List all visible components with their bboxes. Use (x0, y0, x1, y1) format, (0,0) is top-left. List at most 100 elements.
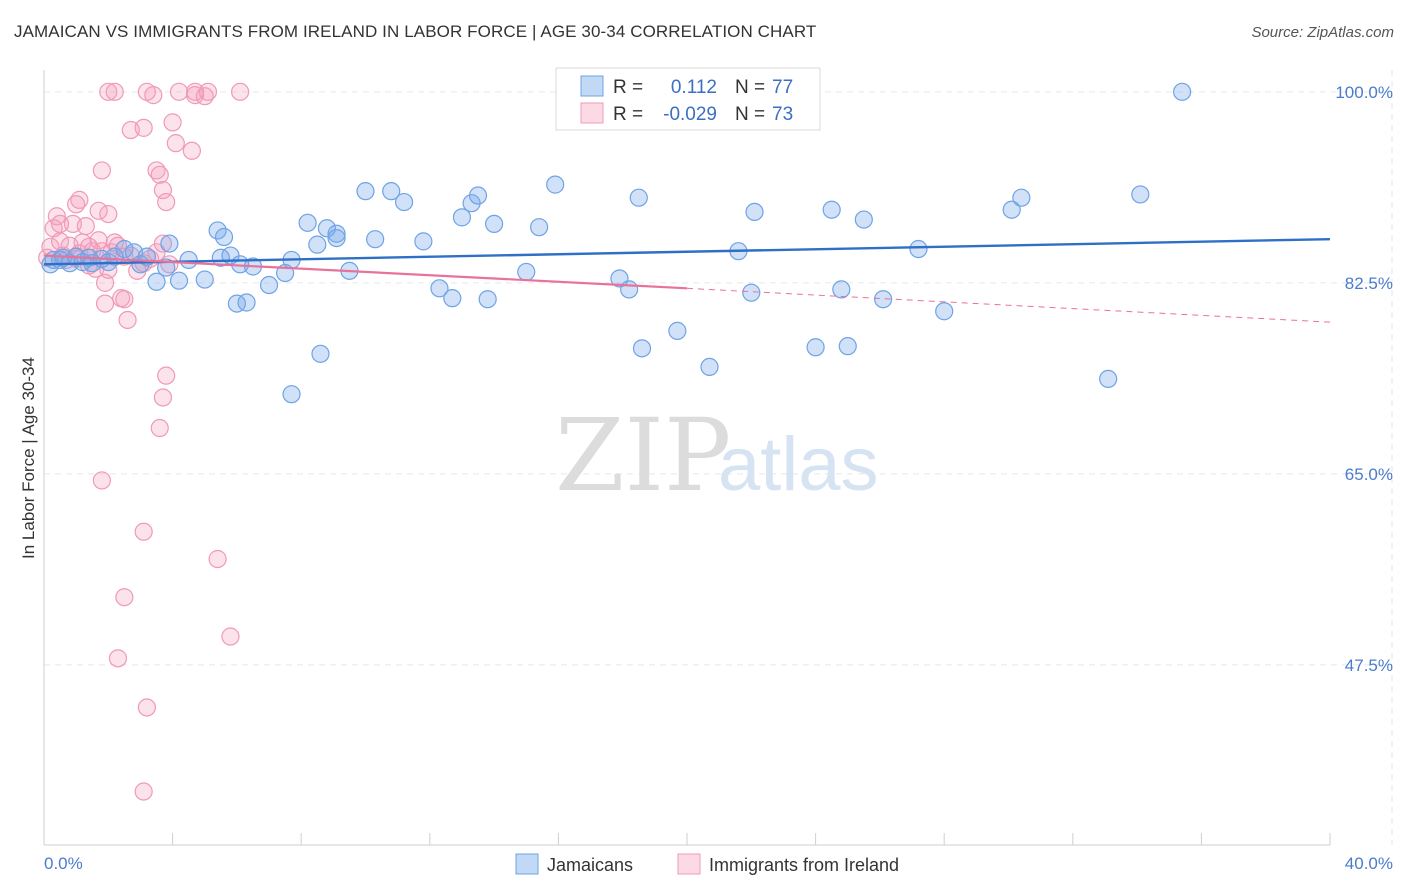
jamaican-point-61 (742, 283, 761, 302)
jamaican-point-41 (382, 182, 401, 201)
jamaican-point-30 (317, 219, 337, 238)
ireland-point-31 (50, 214, 70, 234)
ireland-point-45 (153, 180, 173, 200)
jamaican-point-62 (745, 202, 764, 222)
ireland-point-19 (99, 260, 118, 279)
jamaican-point-67 (854, 210, 873, 229)
ireland-point-71 (137, 698, 156, 717)
ireland-point-30 (160, 255, 179, 274)
legend-r-label-2: R = (613, 104, 643, 125)
ireland-point-72 (134, 782, 153, 801)
trend-line-ireland (43, 254, 688, 290)
ireland-point-55 (169, 82, 189, 101)
jamaican-point-71 (1002, 200, 1021, 219)
jamaican-point-43 (414, 232, 433, 251)
series-legend-label-jamaicans: Jamaicans (547, 855, 633, 875)
jamaican-point-68 (874, 290, 893, 309)
ireland-point-65 (92, 471, 111, 490)
jamaican-point-72 (1012, 188, 1031, 207)
y-tick-label-2: 65.0% (1345, 465, 1393, 484)
jamaican-point-52 (530, 218, 549, 237)
jamaican-point-70 (935, 302, 954, 321)
chart-title: JAMAICAN VS IMMIGRANTS FROM IRELAND IN L… (14, 22, 817, 41)
legend-r-label-1: R = (613, 77, 643, 98)
series-legend-swatch-ireland (677, 853, 701, 875)
ireland-point-66 (134, 522, 153, 541)
ireland-point-67 (208, 549, 227, 569)
jamaican-point-50 (485, 214, 504, 234)
series-legend-label-ireland: Immigrants from Ireland (709, 855, 899, 875)
legend-n-label-1: N = (735, 77, 765, 98)
jamaican-point-76 (311, 344, 330, 363)
ireland-point-41 (134, 118, 153, 137)
ireland-point-48 (166, 134, 185, 153)
jamaican-point-46 (452, 208, 472, 227)
jamaican-point-77 (282, 385, 301, 404)
jamaican-point-25 (259, 275, 279, 295)
y-tick-label-0: 100.0% (1335, 83, 1393, 102)
jamaican-point-11 (105, 247, 124, 266)
y-tick-label-1: 82.5% (1345, 274, 1393, 293)
jamaican-point-33 (227, 294, 246, 313)
jamaican-point-49 (478, 290, 497, 309)
jamaican-point-57 (632, 339, 652, 358)
y-tick-label-3: 47.5% (1345, 656, 1393, 675)
ireland-point-33 (70, 190, 89, 209)
watermark-zip: ZIP (555, 397, 731, 514)
jamaican-point-39 (356, 182, 375, 201)
jamaican-point-35 (160, 234, 179, 253)
jamaican-point-75 (1173, 82, 1192, 101)
jamaican-point-64 (822, 200, 841, 219)
ireland-point-47 (163, 113, 182, 132)
ireland-point-37 (99, 204, 118, 224)
ireland-point-21 (105, 233, 124, 252)
legend-n-value-1: 77 (772, 77, 793, 98)
ireland-point-70 (108, 649, 128, 668)
legend-swatch-blue (580, 75, 604, 97)
watermark-atlas: atlas (718, 422, 879, 507)
legend-n-value-2: 73 (772, 104, 793, 125)
jamaican-point-45 (443, 289, 462, 308)
jamaican-point-66 (838, 337, 857, 356)
jamaican-point-12 (115, 239, 134, 259)
ireland-point-52 (99, 82, 118, 101)
jamaican-point-36 (208, 221, 227, 240)
jamaican-point-58 (668, 321, 687, 340)
series-jamaicans (41, 82, 1192, 404)
jamaican-point-65 (832, 280, 851, 299)
x-tick-label-left: 0.0% (44, 854, 83, 873)
x-tick-label-right: 40.0% (1345, 854, 1393, 873)
ireland-point-36 (95, 294, 115, 313)
ireland-point-35 (89, 201, 108, 220)
jamaican-point-38 (327, 224, 346, 243)
jamaican-point-69 (909, 239, 928, 259)
jamaican-point-29 (308, 235, 327, 254)
ireland-point-53 (105, 82, 124, 101)
jamaican-point-34 (237, 293, 256, 312)
ireland-point-46 (157, 192, 176, 212)
ireland-point-44 (150, 165, 169, 184)
legend-swatch-pink (580, 102, 604, 124)
ireland-point-29 (153, 234, 173, 253)
jamaican-point-59 (700, 357, 719, 377)
jamaican-point-42 (394, 192, 414, 212)
ireland-point-12 (76, 216, 95, 236)
trend-lines (43, 237, 1331, 323)
x-tick-marks (172, 833, 1331, 845)
jamaican-point-18 (169, 271, 189, 290)
jamaican-point-40 (366, 230, 385, 249)
ireland-point-16 (89, 231, 108, 250)
jamaican-point-47 (462, 194, 481, 213)
ireland-point-57 (198, 82, 218, 101)
jamaican-point-44 (430, 279, 449, 298)
jamaican-point-20 (195, 270, 214, 289)
jamaican-point-31 (327, 228, 346, 248)
jamaican-point-53 (546, 175, 565, 194)
correlation-legend: R = 0.112 N = 77 R = -0.029 N = 73 (555, 67, 821, 131)
ireland-point-56 (186, 82, 205, 101)
ireland-point-69 (221, 627, 240, 646)
jamaican-point-37 (214, 227, 234, 247)
jamaican-point-51 (517, 262, 536, 282)
jamaican-point-28 (298, 213, 317, 232)
